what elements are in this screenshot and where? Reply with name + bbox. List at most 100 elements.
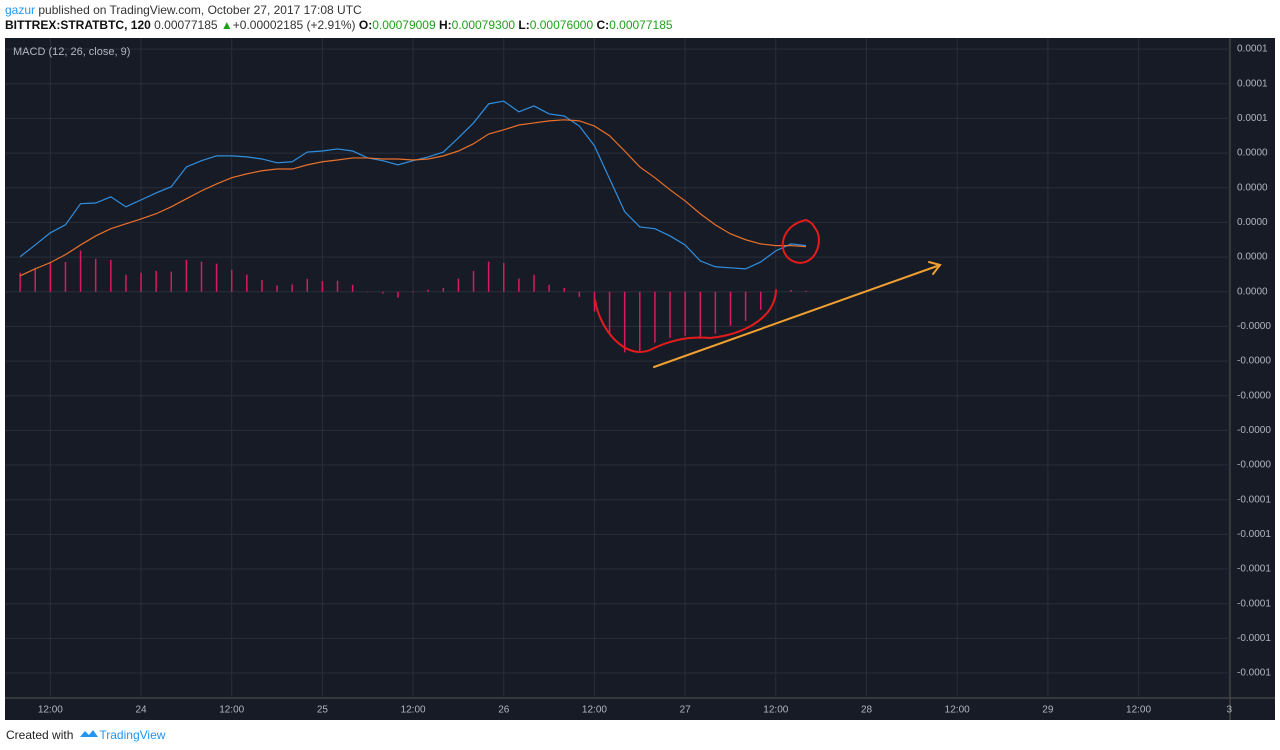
- histogram-bar: [472, 270, 475, 292]
- chart: 0.0001 0.0001 0.0001 0.0000 0.0000 0.0000 0.00…: [5, 38, 1275, 720]
- x-tick-label: 3: [1226, 705, 1232, 716]
- y-tick-label: -0.0001: [1237, 668, 1271, 679]
- histogram-bar: [321, 280, 324, 292]
- change: +0.00002185 (+2.91%): [232, 18, 356, 32]
- author[interactable]: gazur: [5, 3, 36, 17]
- drawn-circle: [781, 219, 820, 264]
- header: gazur published on TradingView.com, Octo…: [5, 3, 673, 33]
- y-tick-label: -0.0001: [1237, 564, 1271, 575]
- chart-bg: [5, 38, 1275, 720]
- histogram-bar: [79, 250, 82, 292]
- histogram-bar: [49, 261, 52, 292]
- y-tick-label: -0.0001: [1237, 529, 1271, 540]
- x-tick-label: 25: [317, 705, 329, 716]
- footer: Created with TradingView: [6, 727, 165, 742]
- y-tick-label: -0.0000: [1237, 321, 1271, 332]
- histogram-bar: [714, 291, 717, 334]
- histogram-bar: [729, 291, 732, 326]
- histogram-bar: [140, 272, 142, 292]
- histogram-bar: [669, 291, 671, 338]
- histogram-bar: [261, 279, 263, 292]
- x-tick-label: 28: [861, 705, 873, 716]
- last: 0.00077185: [154, 18, 218, 32]
- histogram-bar: [64, 261, 67, 292]
- histogram-bar: [306, 278, 309, 292]
- histogram-bar: [382, 291, 384, 294]
- histogram-bar: [427, 289, 429, 292]
- histogram-bar: [518, 278, 520, 292]
- histogram-bar: [397, 291, 399, 298]
- drawn-curve: [594, 289, 777, 353]
- histogram-bar: [503, 262, 505, 292]
- histogram-bar: [110, 259, 112, 292]
- histogram-bar: [246, 274, 248, 292]
- quote-line: BITTREX:STRATBTC, 120 0.00077185 ▲+0.000…: [5, 18, 673, 33]
- created: Created with: [6, 728, 74, 742]
- series-line: [19, 100, 807, 270]
- y-tick-label: 0.0001: [1237, 44, 1268, 55]
- histogram-bar: [608, 291, 611, 335]
- histogram-bar: [34, 267, 36, 292]
- o: 0.00079009: [372, 18, 436, 32]
- histogram-bar: [94, 258, 97, 292]
- symbol: BITTREX:STRATBTC, 120: [5, 18, 151, 32]
- x-tick-label: 27: [680, 705, 692, 716]
- histogram-bar: [759, 291, 762, 310]
- histogram-bar: [790, 290, 792, 292]
- published: published on TradingView.com, October 27…: [38, 3, 362, 17]
- x-tick-label: 24: [135, 705, 147, 716]
- y-tick-label: -0.0000: [1237, 460, 1271, 471]
- histogram-bar: [533, 274, 535, 292]
- y-tick-label: 0.0000: [1237, 252, 1268, 263]
- y-tick-label: 0.0000: [1237, 148, 1268, 159]
- histogram-bar: [230, 269, 233, 292]
- x-tick-label: 12:00: [945, 705, 970, 716]
- y-tick-label: 0.0000: [1237, 286, 1268, 297]
- x-tick-label: 12:00: [401, 705, 426, 716]
- x-tick-label: 26: [498, 705, 510, 716]
- histogram-bar: [487, 261, 490, 292]
- logo: [80, 730, 99, 737]
- histogram-bar: [366, 291, 369, 293]
- y-tick-label: -0.0001: [1237, 633, 1271, 644]
- drawn-arrowhead: [928, 261, 942, 275]
- x-tick-label: 12:00: [38, 705, 63, 716]
- x-tick-label: 12:00: [219, 705, 244, 716]
- y-tick-label: -0.0000: [1237, 390, 1271, 401]
- publish-line: gazur published on TradingView.com, Octo…: [5, 3, 673, 18]
- histogram-bar: [276, 285, 278, 292]
- o-label: O:: [358, 18, 373, 32]
- histogram-bar: [805, 290, 807, 292]
- histogram-bar: [125, 274, 127, 292]
- y-tick-label: -0.0001: [1237, 598, 1271, 609]
- l: 0.00076000: [529, 18, 594, 32]
- histogram-bar: [291, 284, 293, 292]
- annotations: [594, 219, 942, 368]
- histogram-bar: [185, 259, 188, 292]
- histogram-bar: [623, 291, 626, 353]
- x-tick-label: 12:00: [1126, 705, 1151, 716]
- histogram-bar: [351, 284, 354, 292]
- histogram-bar: [744, 291, 747, 321]
- histogram-bar: [19, 272, 21, 292]
- histogram-bar: [578, 291, 581, 297]
- x-tick-label: 12:00: [582, 705, 607, 716]
- c-label: C:: [596, 18, 610, 32]
- l-label: L:: [518, 18, 530, 32]
- arrow: ▲: [220, 18, 233, 32]
- legend: MACD (12, 26, close, 9): [13, 46, 130, 58]
- y-tick-label: -0.0000: [1237, 356, 1271, 367]
- brand[interactable]: TradingView: [99, 728, 166, 742]
- histogram-bar: [412, 291, 414, 293]
- x-tick-label: 12:00: [763, 705, 788, 716]
- histogram-bar: [170, 271, 173, 292]
- histogram-bar: [457, 278, 460, 292]
- histogram-bar: [155, 270, 157, 292]
- histogram-bar: [200, 261, 203, 292]
- y-tick-label: -0.0000: [1237, 425, 1271, 436]
- x-tick-label: 29: [1042, 705, 1054, 716]
- drawn-arrow: [653, 264, 941, 368]
- histogram-bar: [548, 284, 550, 292]
- y-tick-label: 0.0000: [1237, 182, 1268, 193]
